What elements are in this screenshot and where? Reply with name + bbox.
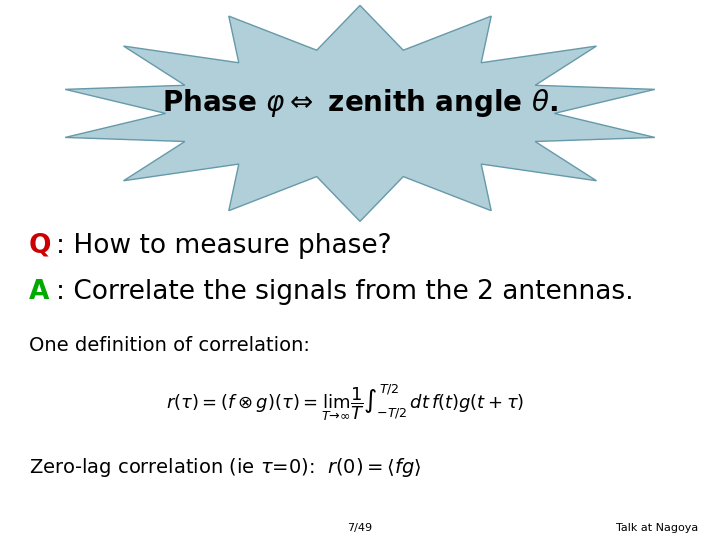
Text: One definition of correlation:: One definition of correlation: <box>29 336 310 355</box>
Text: : Correlate the signals from the 2 antennas.: : Correlate the signals from the 2 anten… <box>56 279 634 305</box>
Text: Zero-lag correlation (ie $\tau$=0):  $r(0)=\langle fg\rangle$: Zero-lag correlation (ie $\tau$=0): $r(0… <box>29 456 421 478</box>
Text: 7/49: 7/49 <box>348 523 372 533</box>
Text: Q: Q <box>29 233 51 259</box>
Text: : How to measure phase?: : How to measure phase? <box>56 233 392 259</box>
Polygon shape <box>66 5 654 221</box>
Text: A: A <box>29 279 49 305</box>
Text: $r(\tau)= (f \otimes g)(\tau) = \lim_{T \to \infty} \dfrac{1}{T} \int_{-T/2}^{T/: $r(\tau)= (f \otimes g)(\tau) = \lim_{T … <box>166 382 525 423</box>
Text: Phase $\varphi \Leftrightarrow$ zenith angle $\theta$.: Phase $\varphi \Leftrightarrow$ zenith a… <box>162 86 558 119</box>
Text: Talk at Nagoya: Talk at Nagoya <box>616 523 698 533</box>
